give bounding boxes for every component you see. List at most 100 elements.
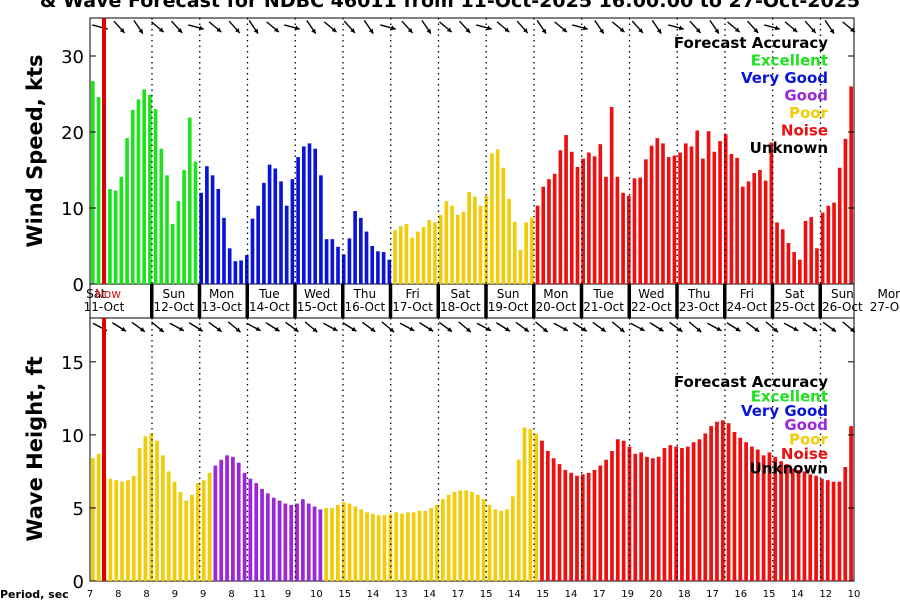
wave-bar — [662, 448, 667, 581]
wind-arrow-head — [811, 28, 816, 33]
wave-bar — [732, 431, 737, 581]
wave-bar — [674, 446, 678, 581]
wind-bar — [495, 149, 500, 284]
wave-bar — [470, 491, 474, 581]
day-date: 15-Oct — [297, 300, 338, 314]
wave-bar — [837, 481, 842, 581]
wind-bar — [826, 205, 831, 284]
wind-bar — [250, 218, 255, 284]
wave-bar — [219, 459, 224, 581]
wind-arrow-head — [523, 28, 528, 33]
wind-arrow-head — [638, 28, 643, 33]
wind-legend-entry: Poor — [789, 104, 829, 122]
wave-arrow-head — [639, 326, 645, 331]
wind-bar — [165, 175, 169, 284]
wave-bar — [645, 456, 649, 581]
period-value: 15 — [536, 589, 549, 600]
wind-arrow-head — [446, 27, 452, 33]
period-value: 11 — [253, 589, 266, 600]
wind-bar — [227, 248, 232, 284]
wave-legend-title: Forecast Accuracy — [674, 373, 828, 391]
wave-bar — [697, 439, 702, 581]
wind-bar — [387, 259, 392, 284]
wave-bar — [633, 453, 638, 581]
wind-legend-entry: Unknown — [750, 139, 828, 157]
wave-ytick-label: 10 — [61, 426, 84, 447]
period-value: 17 — [706, 589, 719, 600]
wave-arrow-head — [351, 326, 357, 332]
day-date: 18-Oct — [440, 300, 481, 314]
period-value: 16 — [734, 589, 747, 600]
day-name: Sun — [162, 287, 185, 301]
wind-bar — [564, 135, 568, 284]
wave-arrow-head — [581, 326, 587, 332]
period-value: 12 — [819, 589, 832, 600]
wave-arrow-head — [735, 326, 741, 332]
wave-bar — [394, 512, 399, 581]
wind-bar — [712, 151, 717, 284]
wind-bar — [832, 202, 836, 284]
wave-bar — [108, 478, 113, 581]
wind-bar — [159, 148, 164, 284]
wave-bar — [767, 452, 772, 581]
wind-bar — [581, 158, 585, 284]
period-value: 17 — [593, 589, 606, 600]
wave-bar — [598, 465, 603, 581]
day-name: Wed — [304, 287, 330, 301]
wave-arrow-head — [255, 326, 261, 331]
wave-bar — [796, 469, 801, 581]
wave-arrow-head — [389, 327, 395, 333]
period-value: 15 — [763, 589, 776, 600]
wind-bar — [706, 131, 711, 284]
wind-ytick-label: 10 — [61, 199, 84, 220]
wind-bar — [575, 166, 580, 284]
wind-arrow-head — [138, 28, 143, 34]
wave-arrow-head — [696, 327, 702, 333]
day-separator — [436, 284, 440, 318]
wave-bar — [347, 503, 352, 581]
wave-bar — [516, 459, 521, 581]
wind-bar — [843, 138, 848, 284]
wind-arrow-head — [274, 27, 279, 33]
wind-arrow-head — [541, 28, 547, 34]
wave-legend-entry: Poor — [789, 431, 829, 449]
wind-bar — [473, 196, 477, 284]
wind-bar — [262, 182, 266, 284]
wind-arrow-head — [119, 28, 125, 33]
wave-bar — [126, 480, 130, 581]
wind-bar — [547, 179, 551, 284]
day-date: 26-Oct — [822, 300, 863, 314]
wave-arrow-head — [850, 327, 855, 333]
wave-arrow-head — [504, 326, 510, 332]
wave-bar — [178, 491, 183, 581]
wind-bar — [210, 175, 215, 284]
wave-bar — [703, 433, 708, 581]
wind-bar — [96, 97, 101, 284]
wind-bar — [672, 155, 677, 284]
wave-bar — [750, 446, 754, 581]
day-date: 25-Oct — [774, 300, 815, 314]
wave-bar — [825, 480, 830, 581]
day-name: Mon — [209, 287, 234, 301]
wind-arrow-head — [253, 28, 259, 34]
wind-arrow-head — [311, 28, 316, 34]
wind-speed-axis-label: Wind Speed, kts — [23, 54, 47, 247]
wind-bar — [467, 192, 471, 284]
period-row: Period, sec 7 8 8 9 9 8 11 9 10 15 14 13 14 17 15 14 15 1… — [0, 588, 860, 600]
wind-bar — [336, 246, 340, 284]
wind-bar — [735, 157, 739, 284]
wave-arrow-head — [139, 327, 145, 332]
wave-bar — [621, 440, 626, 581]
wave-arrow-head — [619, 327, 625, 333]
wave-ytick-label: 0 — [73, 572, 84, 593]
wind-bar — [296, 157, 300, 284]
wind-ytick-label: 30 — [61, 47, 84, 68]
wind-bar — [501, 167, 506, 284]
wave-bar — [248, 478, 253, 581]
wind-bar — [530, 217, 534, 284]
wind-bar — [267, 164, 272, 284]
wave-arrow-head — [158, 327, 164, 333]
wind-bar — [176, 201, 181, 284]
wave-height-panel: 0 5 10 15 Wave Height, ft Forecast Accuracy… — [23, 317, 856, 593]
wind-legend-entry: Good — [784, 87, 828, 105]
